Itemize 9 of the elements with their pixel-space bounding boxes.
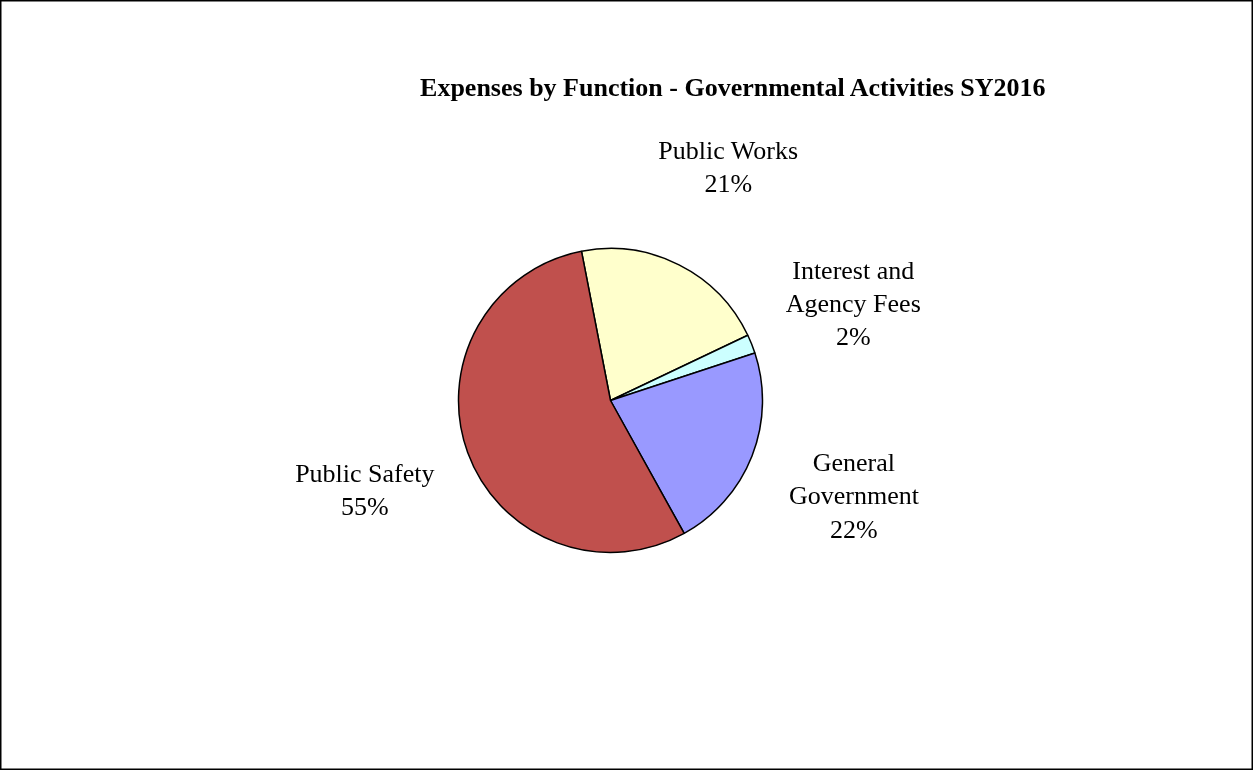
chart-title: Expenses by Function - Governmental Activities SY2016 bbox=[420, 73, 1046, 102]
slice-label: Interest and Agency Fees bbox=[785, 255, 921, 318]
data-label: 55% bbox=[341, 492, 389, 522]
slice-label: Public Safety bbox=[295, 458, 435, 488]
slice-label: Public Works bbox=[658, 135, 799, 165]
data-label: 2% bbox=[835, 322, 871, 352]
data-label: 22% bbox=[830, 514, 878, 544]
slice-label: General Government bbox=[788, 448, 920, 511]
data-label: 21% bbox=[704, 169, 753, 199]
